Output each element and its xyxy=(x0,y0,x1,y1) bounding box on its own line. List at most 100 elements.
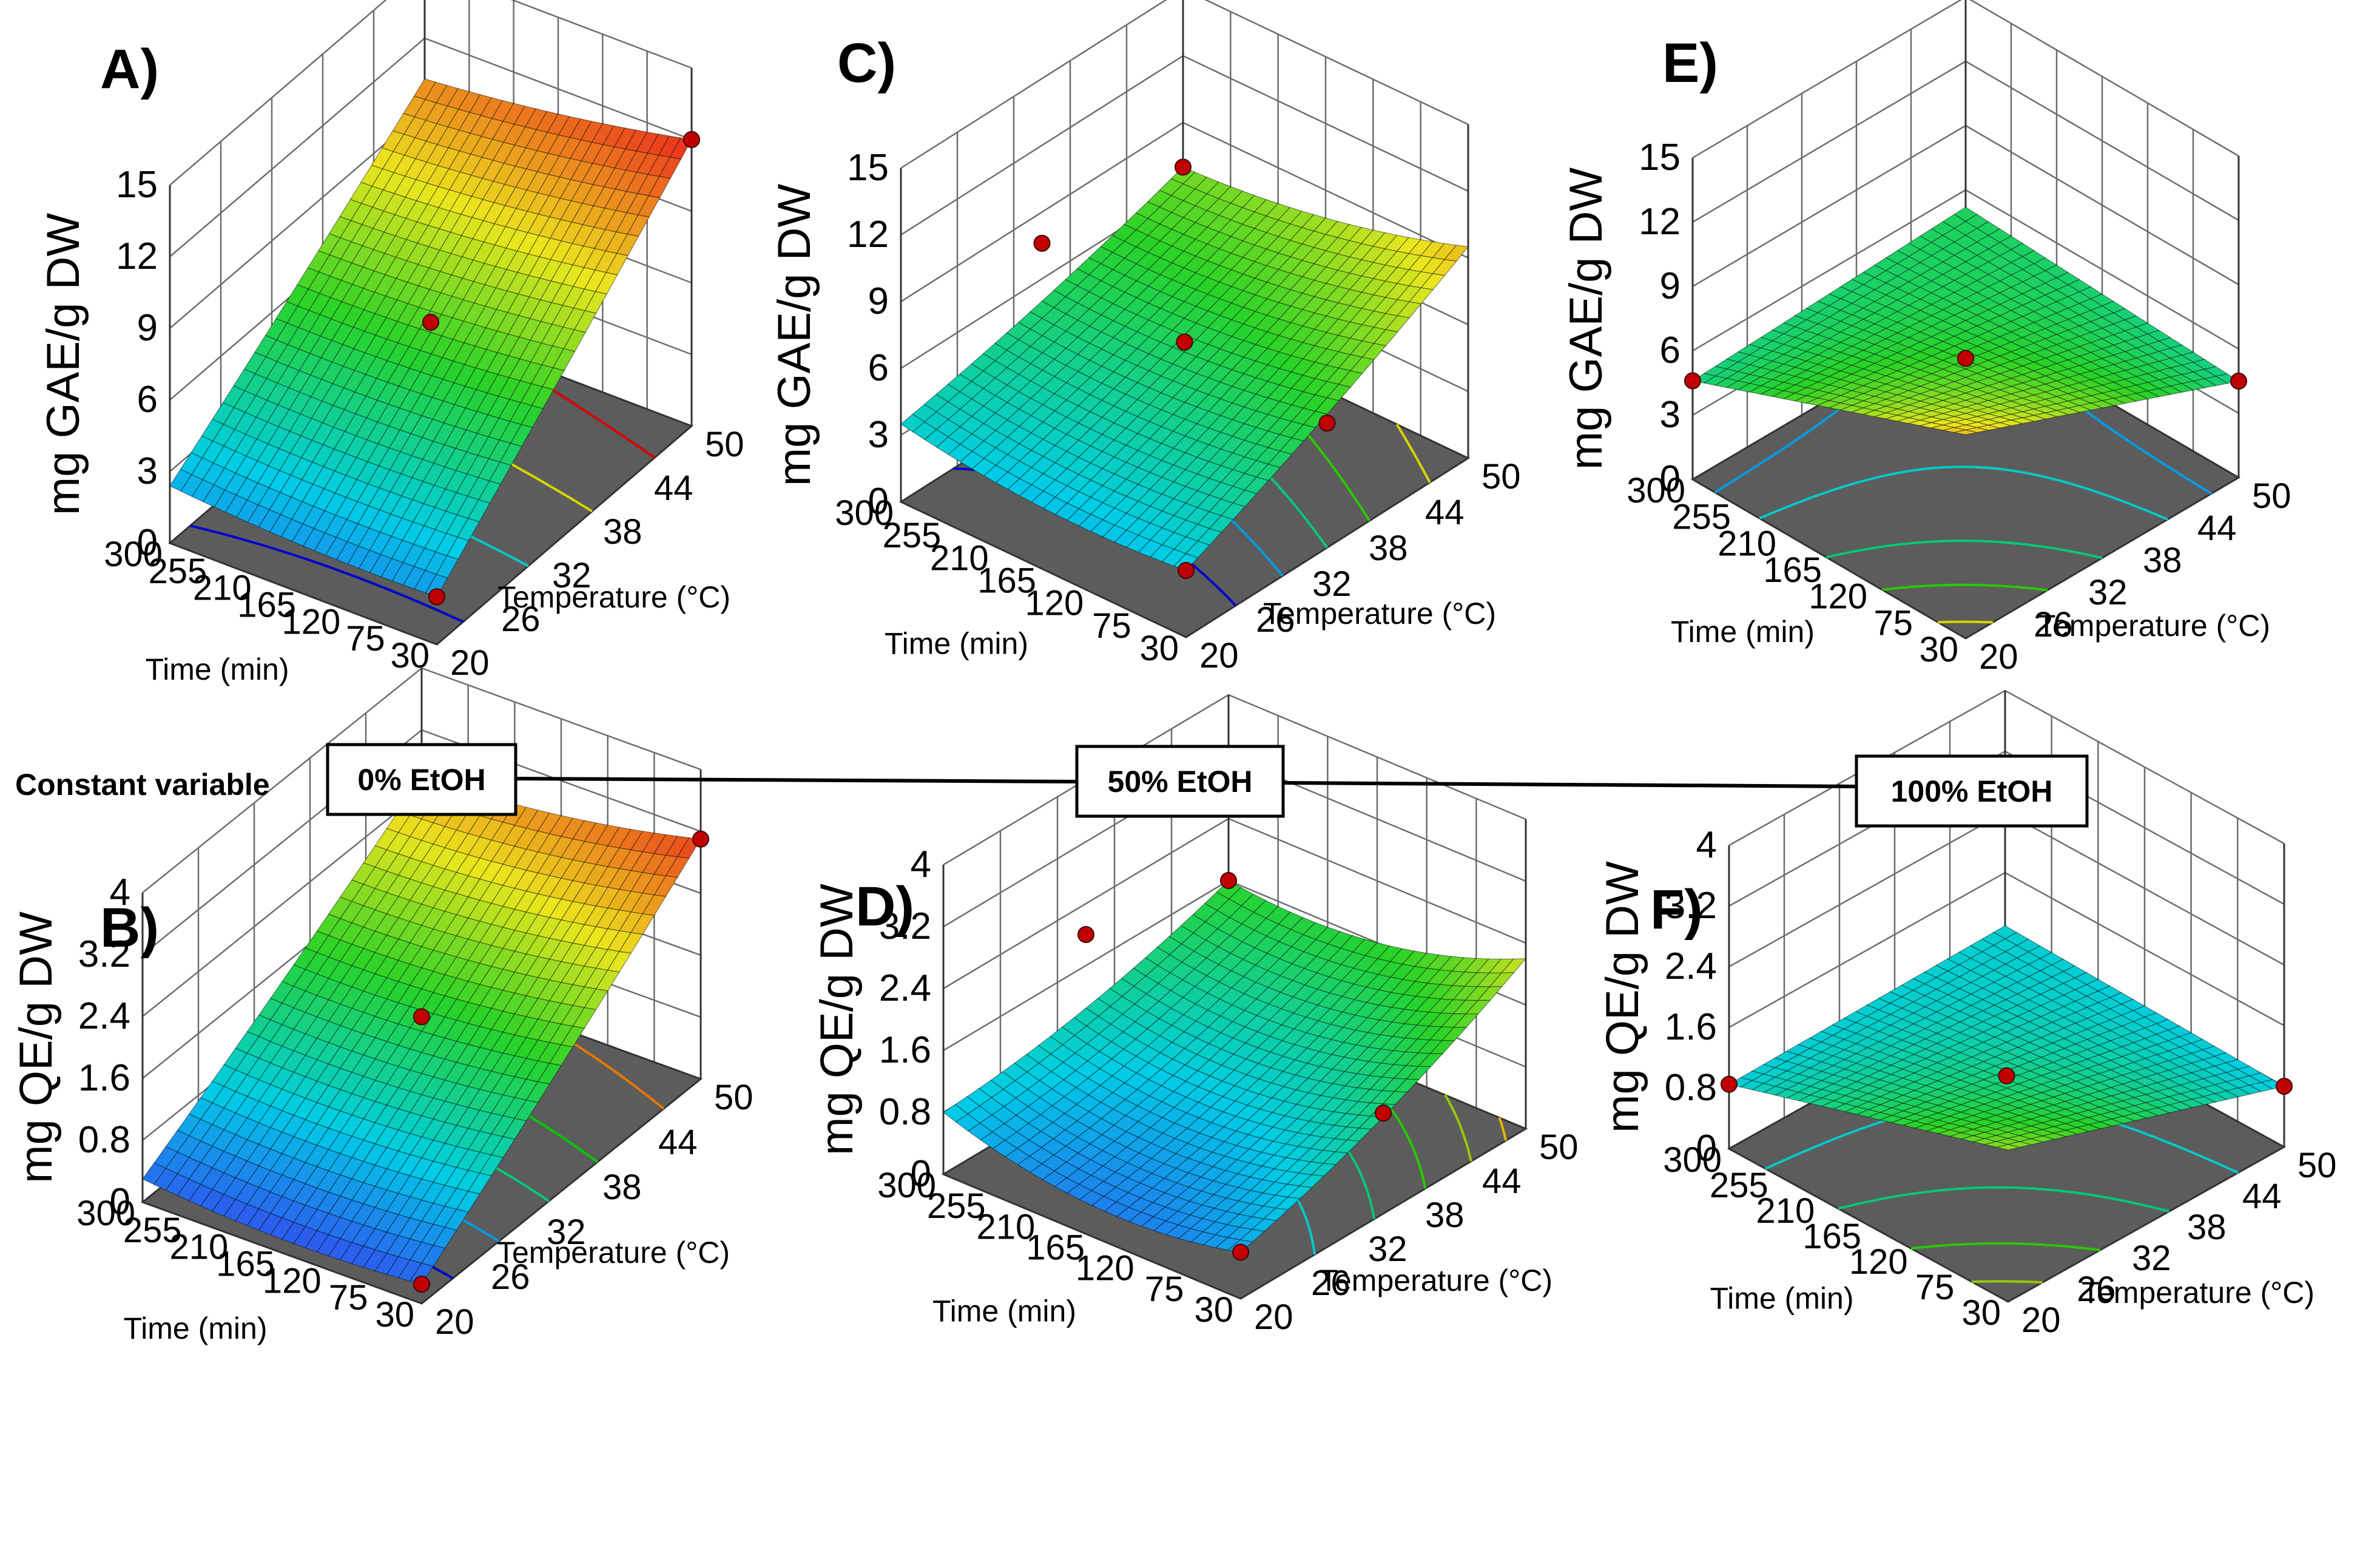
surface-cell xyxy=(223,428,246,452)
surface-cell xyxy=(386,1087,411,1109)
surface-cell xyxy=(1346,1114,1372,1129)
level-label-1: 50% EtOH xyxy=(1108,765,1253,799)
surface-cell xyxy=(479,1029,504,1051)
surface-cell xyxy=(1030,352,1055,371)
surface-cell xyxy=(258,1019,283,1042)
surface-cell xyxy=(1161,515,1187,533)
y-tick-label: 26 xyxy=(1311,1263,1350,1303)
surface-cell xyxy=(491,1136,516,1158)
surface-cell xyxy=(1248,1137,1275,1153)
surface-cell xyxy=(1920,416,1943,424)
surface-cell xyxy=(1954,429,1977,435)
surface-cell xyxy=(1232,489,1258,507)
surface-cell xyxy=(514,953,539,976)
surface-cell xyxy=(223,1177,248,1200)
y-tick-label: 38 xyxy=(2143,541,2182,580)
surface-cell xyxy=(1737,374,1762,384)
x-tick-label: 30 xyxy=(1139,629,1179,668)
surface-cell xyxy=(243,351,267,374)
surface-cell xyxy=(1404,1024,1431,1040)
z-tick-label: 0 xyxy=(137,522,158,564)
surface-cell xyxy=(1062,1052,1088,1071)
surface-cell xyxy=(363,1186,388,1208)
surface-cell xyxy=(1295,1078,1321,1094)
surface-cell xyxy=(1148,358,1173,377)
surface-cell xyxy=(1322,1151,1349,1165)
design-point xyxy=(1957,350,1974,367)
surface-cell xyxy=(2040,1088,2066,1098)
surface-cell xyxy=(1477,986,1503,1001)
surface-cell xyxy=(1066,422,1091,441)
surface-cell xyxy=(1245,1047,1271,1064)
surface-cell xyxy=(1137,421,1162,439)
y-tick-label: 44 xyxy=(654,468,693,508)
surface-cell xyxy=(409,882,434,905)
surface-cell xyxy=(288,391,312,415)
surface-cell xyxy=(2021,414,2047,422)
design-point xyxy=(1178,562,1195,579)
x-tick-label: 165 xyxy=(237,586,296,625)
surface-cell xyxy=(339,1199,365,1222)
surface-cell xyxy=(1279,963,1306,981)
design-point xyxy=(1998,1067,2015,1084)
design-point xyxy=(683,131,700,148)
surface-cell xyxy=(1101,388,1127,407)
x-axis-title: Time (min) xyxy=(145,652,289,686)
surface-cell xyxy=(1805,390,1830,399)
surface-cell xyxy=(374,892,399,915)
surface-cell xyxy=(2135,390,2160,400)
surface-cell xyxy=(374,935,399,957)
surface-cell xyxy=(1714,368,1739,379)
design-point xyxy=(1175,158,1192,176)
y-tick-label: 20 xyxy=(435,1302,474,1342)
surface-cell xyxy=(1077,308,1102,327)
y-tick-label: 32 xyxy=(2088,573,2128,612)
surface-cell xyxy=(421,865,446,887)
y-tick-label: 44 xyxy=(2242,1177,2282,1216)
surface-cell xyxy=(479,1092,504,1114)
surface-cell xyxy=(1935,1016,1961,1029)
surface-cell xyxy=(265,318,288,341)
surface-cell xyxy=(2109,1003,2134,1016)
z-axis-title: mg QE/g DW xyxy=(811,884,863,1155)
contour-level xyxy=(1910,1242,2100,1251)
surface-cell xyxy=(258,1041,283,1064)
surface-cell xyxy=(584,905,608,927)
surface-cell xyxy=(994,367,1020,386)
surface-cell xyxy=(1128,1211,1155,1227)
surface-cell xyxy=(2248,1081,2274,1092)
surface-cell xyxy=(1197,528,1222,546)
x-tick-label: 165 xyxy=(1802,1217,1861,1256)
design-point xyxy=(1684,372,1701,390)
surface-cell xyxy=(618,870,644,892)
surface-cell xyxy=(2203,376,2228,387)
surface-cell xyxy=(1266,905,1292,925)
surface-cell xyxy=(1150,1117,1176,1134)
surface-cell xyxy=(268,470,292,493)
y-axis-title: Temperature (°C) xyxy=(497,1236,730,1270)
z-tick-label: 3 xyxy=(868,414,889,456)
level-label-0: 0% EtOH xyxy=(357,763,485,797)
y-tick-label: 32 xyxy=(547,1212,586,1252)
contour-level xyxy=(1825,539,2103,560)
surface-cell xyxy=(286,284,309,307)
surface-cell xyxy=(258,1170,283,1192)
z-tick-label: 4 xyxy=(110,871,130,913)
surface-cell xyxy=(595,928,620,950)
y-tick-label: 50 xyxy=(714,1078,753,1117)
surface-cell xyxy=(203,484,226,508)
surface-cell xyxy=(1429,1040,1455,1055)
surface-cell xyxy=(1187,1132,1213,1149)
z-tick-label: 3 xyxy=(137,450,158,492)
surface-cell xyxy=(386,1108,411,1131)
contour-level xyxy=(1937,620,1994,624)
surface-cell xyxy=(1782,393,1808,402)
surface-cell xyxy=(479,1008,504,1030)
surface-cell xyxy=(1114,1162,1141,1179)
surface-cell xyxy=(514,932,539,955)
surface-cell xyxy=(1379,1021,1406,1037)
surface-cell xyxy=(1004,1131,1030,1149)
z-tick-label: 0 xyxy=(1660,458,1680,500)
surface-cell xyxy=(2000,419,2023,427)
surface-cell xyxy=(1065,268,1090,286)
